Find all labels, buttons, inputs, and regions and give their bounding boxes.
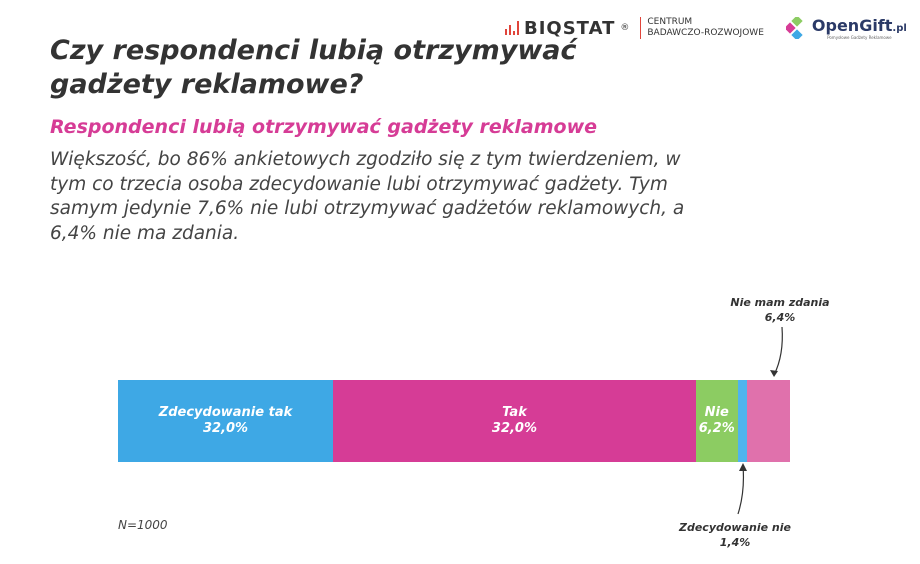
annotation-value: 1,4% — [719, 536, 751, 549]
bar-segment: Zdecydowanie tak 32,0% — [118, 380, 334, 462]
bar-segment — [746, 380, 790, 462]
opengift-diamonds-icon — [785, 17, 803, 39]
annotation-nie-mam-zdania: Nie mam zdania 6,4% — [720, 295, 840, 325]
centrum-line2: BADAWCZO-ROZWOJOWE — [647, 28, 764, 38]
annotation-zdecydowanie-nie: Zdecydowanie nie 1,4% — [660, 520, 810, 550]
bar-segment: Tak 32,0% — [333, 380, 696, 462]
opengift-logo: OpenGift.pl Pomysłowe Gadżety Reklamowe — [785, 16, 907, 40]
centrum-label: CENTRUM BADAWCZO-ROZWOJOWE — [640, 17, 764, 39]
arrow-zdecydowanie-nie — [737, 463, 747, 515]
subtitle: Respondenci lubią otrzymywać gadżety rek… — [50, 116, 598, 138]
logos: BIQSTAT ® CENTRUM BADAWCZO-ROZWOJOWE Open… — [505, 10, 907, 46]
annotation-value: 6,4% — [764, 311, 796, 324]
segment-value: 6,2% — [698, 421, 735, 436]
sample-size: N=1000 — [118, 518, 168, 532]
description: Większość, bo 86% ankietowych zgodziło s… — [50, 149, 685, 244]
annotation-label: Nie mam zdania — [730, 296, 830, 309]
segment-label: Nie — [704, 405, 729, 420]
arrow-nie-mam-zdania — [770, 326, 783, 377]
biostat-logo: BIQSTAT ® — [505, 18, 630, 39]
opengift-tld: .pl — [892, 23, 907, 34]
biostat-name: BIQSTAT — [524, 17, 616, 39]
segment-label: Zdecydowanie tak — [158, 405, 293, 420]
segment-value: 32,0% — [202, 421, 249, 436]
segment-value: 32,0% — [491, 421, 538, 436]
opengift-name: OpenGift — [811, 16, 893, 35]
page-title: Czy respondenci lubią otrzymywać gadżety… — [50, 35, 577, 100]
bar-chart-icon — [505, 21, 519, 35]
bar-segment — [737, 380, 747, 462]
stacked-bar: Zdecydowanie tak 32,0% Tak 32,0% Nie 6,2% — [118, 380, 790, 462]
opengift-tagline: Pomysłowe Gadżety Reklamowe — [827, 35, 892, 40]
annotation-label: Zdecydowanie nie — [679, 521, 791, 534]
centrum-line1: CENTRUM — [647, 17, 693, 27]
segment-label: Tak — [502, 405, 527, 420]
bar-segment: Nie 6,2% — [695, 380, 738, 462]
registered-mark: ® — [620, 23, 631, 33]
